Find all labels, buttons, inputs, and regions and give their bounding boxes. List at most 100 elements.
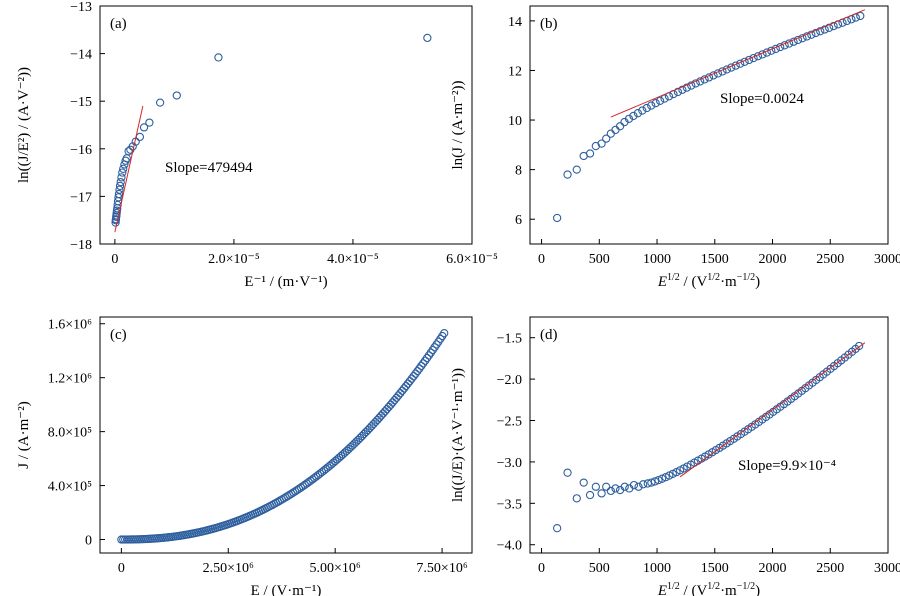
panel-b-data-point [563,170,572,179]
panel-d-slope-annotation: Slope=9.9×10⁻⁴ [738,458,836,474]
panel-b-data-point [606,129,615,138]
panel-d-ytick-label: −2.0 [497,373,522,388]
panel-d-data-point [854,341,864,351]
panel-d-xtick-label: 3000 [874,561,900,576]
panel-d-panel-label: (d) [540,327,558,343]
panel-c-data-point [384,402,393,412]
panel-a-xtick-label: 4.0×10⁻⁵ [327,252,379,267]
panel-a-ytick-label: −18 [70,238,92,253]
panel-b-data-point [678,85,687,94]
panel-b-frame [529,5,889,245]
panel-a-fit-line [114,105,144,233]
panel-d-xtick-label: 2000 [759,561,787,576]
panel-d-data-point [647,478,656,487]
panel-c-ytick-label: 8.0×10⁵ [48,426,92,441]
panel-b-data-point [611,125,620,135]
panel-a-data-point [135,132,145,142]
panel-d-ytick-label: −2.5 [497,415,522,430]
panel-d-x-axis-label-unit: / (V [680,583,708,596]
panel-d-data-point [654,475,663,485]
panel-c-xtick-label: 2.50×10⁶ [203,561,254,576]
panel-b-x-axis-label-sup: 1/2 [667,272,680,283]
panel-d-data-point [611,484,620,493]
panel-a-data-point [423,33,432,43]
panel-a-data-point [115,181,125,191]
panel-b-data-point [824,23,834,32]
panel-b-ytick-label: 12 [508,64,522,79]
panel-d-data-point [563,468,572,477]
panel-c-data-point [440,329,449,338]
panel-b-data-point [572,165,581,174]
panel-b-x-axis-label-main: E [657,274,667,290]
panel-b-data-point [585,149,595,158]
panel-b-xtick-label: 2000 [759,252,787,267]
panel-d-x-axis-label-main: E [657,583,667,596]
panel-d-chart: 0 500 1000 1500 2000 2500 3000 −4.0 −3.5 −3.0 −2.5… [450,316,900,596]
panel-d-data-point [585,490,595,500]
panel-d-x-axis-label-sup: 1/2 [667,581,680,592]
panel-a-data-point [172,91,181,100]
panel-d-ytick-label: −3.0 [497,456,522,471]
panel-b-ytick-label: 10 [508,114,522,129]
panel-d-data-point [591,482,600,491]
panel-a-slope-annotation: Slope=479494 [165,160,253,176]
panel-d-data-point [572,494,581,503]
panel-b-x-axis-label-exp2: −1/2 [737,272,755,283]
panel-d-y-axis-label: ln((J/E)·(A·V⁻¹·m⁻¹)) [450,368,466,502]
panel-b-data-point [633,109,643,118]
panel-c-data-point [394,391,403,400]
panel-c-y-axis-label: J / (A·m⁻²) [16,401,32,468]
panel-b-data-point [816,27,825,36]
panel-d-data-point [650,477,660,486]
panel-b-xtick-label: 2500 [816,252,844,267]
panel-c-ytick-label: 1.6×10⁶ [48,318,92,333]
panel-c-data-point [419,359,428,368]
panel-d-data-point [597,489,606,498]
panel-a-chart: 0 2.0×10⁻⁵ 4.0×10⁻⁵ 6.0×10⁻⁵ −18 −17 −16 −15 −14… [16,0,498,290]
panel-d-data-point [606,486,615,496]
panel-b-data-point [802,32,812,41]
panel-d-ytick-label: −1.5 [497,332,522,347]
panel-d-data-point [602,482,611,491]
panel-c-data-point [420,356,430,365]
panel-d-frame [529,316,889,554]
panel-a-x-axis-label: E⁻¹ / (m·V⁻¹) [244,274,327,290]
panel-b-x-axis-label-unit-mid: ·m [720,274,737,290]
panel-d-xtick-label: 2500 [816,561,844,576]
panel-a-data-point [114,189,124,199]
panel-d-data-point [620,482,629,491]
panel-a-data-point [214,53,223,62]
panel-c-data-point [392,393,401,403]
panel-b-x-axis-label-exp1: 1/2 [707,272,720,283]
panel-a-xtick-label: 2.0×10⁻⁵ [208,252,260,267]
panel-c-xtick-label: 7.50×10⁶ [416,561,467,576]
panel-d-x-axis-label-unit-mid: ·m [720,583,737,596]
panel-c-ytick-label: 4.0×10⁵ [48,480,92,495]
panel-a-data-point [122,154,131,163]
panel-b-data-point [660,94,669,103]
panel-b-fit-line [610,9,866,118]
panel-b-data-point [811,28,820,38]
panel-b-xtick-label: 3000 [874,252,900,267]
panel-d-ytick-label: −4.0 [497,539,522,554]
panel-d-ytick-label: −3.5 [497,497,522,512]
panel-a-y-axis-label: ln((J/E²) / (A·V⁻²)) [16,67,32,183]
panel-a-xtick-label: 0 [111,252,118,267]
panel-a-data-point [145,118,154,127]
panel-b-data-point [624,114,634,123]
panel-b-data-point [682,83,691,92]
panel-b-data-point [597,139,606,148]
panel-d-xtick-label: 500 [589,561,610,576]
panel-d-xtick-label: 1000 [643,561,671,576]
panel-b-y-axis-label: ln(J / (A·m⁻²)) [450,80,466,169]
panel-a-ytick-label: −13 [70,0,92,15]
panel-a-data-point [117,173,126,182]
panel-c-frame [99,316,473,554]
panel-a-data-point [118,168,127,177]
panel-b-data-point [856,11,865,21]
panel-a-ytick-label: −14 [70,48,92,63]
panel-c-panel-label: (c) [110,327,127,343]
panel-a-xtick-label: 6.0×10⁻⁵ [446,252,498,267]
panel-c-chart: 0 2.50×10⁶ 5.00×10⁶ 7.50×10⁶ 0 4.0×10⁵ 8.0×10⁵… [16,316,473,596]
